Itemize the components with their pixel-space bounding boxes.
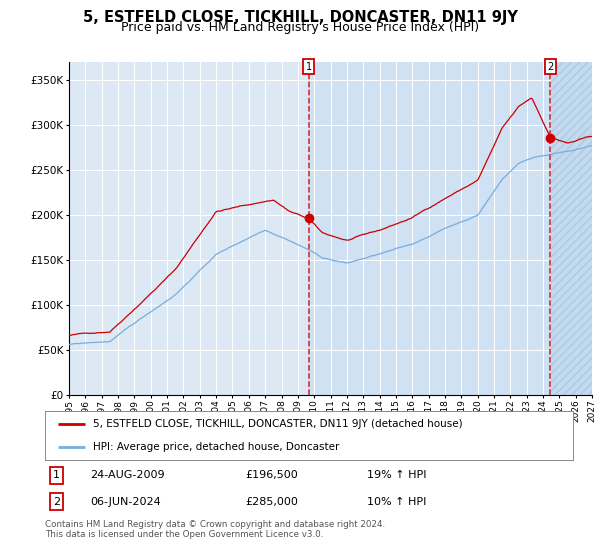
Text: 06-JUN-2024: 06-JUN-2024: [90, 497, 161, 507]
Text: 1: 1: [305, 62, 311, 72]
Text: 2: 2: [53, 497, 60, 507]
Text: £196,500: £196,500: [245, 470, 298, 480]
Text: 5, ESTFELD CLOSE, TICKHILL, DONCASTER, DN11 9JY (detached house): 5, ESTFELD CLOSE, TICKHILL, DONCASTER, D…: [92, 419, 462, 430]
Text: Price paid vs. HM Land Registry's House Price Index (HPI): Price paid vs. HM Land Registry's House …: [121, 21, 479, 34]
Bar: [551, 62, 592, 395]
Text: HPI: Average price, detached house, Doncaster: HPI: Average price, detached house, Donc…: [92, 442, 339, 452]
Text: 19% ↑ HPI: 19% ↑ HPI: [367, 470, 427, 480]
Bar: [309, 62, 592, 395]
Text: £285,000: £285,000: [245, 497, 299, 507]
Text: 5, ESTFELD CLOSE, TICKHILL, DONCASTER, DN11 9JY: 5, ESTFELD CLOSE, TICKHILL, DONCASTER, D…: [83, 10, 517, 25]
Text: 10% ↑ HPI: 10% ↑ HPI: [367, 497, 427, 507]
Text: Contains HM Land Registry data © Crown copyright and database right 2024.
This d: Contains HM Land Registry data © Crown c…: [45, 520, 385, 539]
Text: 1: 1: [53, 470, 60, 480]
Text: 2: 2: [547, 62, 553, 72]
Text: 24-AUG-2009: 24-AUG-2009: [90, 470, 164, 480]
